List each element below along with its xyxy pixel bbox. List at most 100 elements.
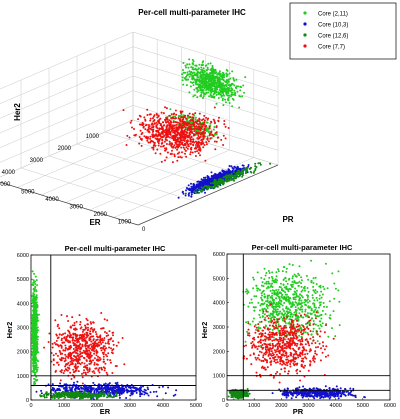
data-point [51,346,54,349]
ticks-3d: 0100020003000400050006000100020003000400… [0,134,146,233]
data-point [33,341,36,344]
data-point [210,90,213,93]
data-point [180,115,183,118]
data-point [165,139,168,142]
data-point [202,97,204,99]
data-point [68,391,71,394]
data-point [212,118,215,121]
data-point [57,354,59,357]
data-point [227,94,230,97]
data-point [200,66,203,69]
data-point [153,142,156,144]
data-point [194,118,197,121]
data-point [193,134,196,137]
data-point [208,134,211,137]
data-point [243,91,245,94]
data-point [227,127,230,129]
data-point [196,137,199,140]
data-point [185,133,188,136]
data-point [77,386,80,389]
data-point [222,104,225,107]
data-point [173,155,176,158]
data-point [34,323,37,326]
data-point [194,64,197,67]
data-point [170,142,173,145]
data-point [174,146,177,149]
data-point [69,325,72,328]
data-point [127,390,130,393]
data-point [202,71,205,74]
data-point [208,80,211,83]
y-tick-label: 0 [142,227,146,233]
data-point [67,329,70,332]
data-point [207,177,210,180]
data-point [31,338,33,341]
data-point [197,152,200,155]
data-point [227,92,230,95]
data-point [76,362,79,365]
data-point [102,395,105,398]
data-point [191,81,194,84]
data-point [73,328,75,331]
data-point [141,121,144,124]
data-point [64,357,67,360]
data-point [201,187,204,190]
data-point [235,177,237,180]
data-point [105,332,108,335]
data-point [152,144,155,147]
data-point [187,78,190,81]
data-point [165,107,168,110]
data-point [141,131,144,134]
data-point [237,175,240,178]
data-point [78,358,81,360]
data-point [180,156,183,159]
data-point [103,386,106,389]
data-point [35,301,38,304]
data-point [194,78,196,81]
data-point [34,297,37,300]
data-point [244,172,247,175]
legend-label: Core (7,7) [318,45,345,51]
data-point [63,383,66,386]
data-point [143,393,146,396]
data-point [168,126,171,129]
data-point [214,121,216,124]
data-point [59,344,62,347]
data-point [63,360,66,363]
data-point [192,138,195,141]
data-point [186,131,189,134]
data-point [65,387,68,390]
data-point [181,190,184,193]
grid-line [17,127,158,188]
data-point [77,370,80,373]
data-point [36,379,39,381]
data-point [194,140,197,143]
data-point [78,356,80,359]
data-point [85,317,88,320]
data-point [86,389,89,392]
data-point [202,81,205,84]
data-point [102,347,105,349]
data-point [139,391,142,394]
data-point [200,190,203,193]
data-point [86,329,89,331]
data-point [87,334,90,337]
data-point [171,125,174,128]
data-point [199,181,202,184]
data-point [225,81,228,84]
grid-line [89,149,230,211]
data-point [100,312,103,314]
data-point [104,331,106,333]
data-point [89,333,92,335]
xlabel-er-her2: ER [100,407,111,416]
data-point [197,68,199,71]
data-point [33,318,36,321]
data-point [155,124,158,127]
data-point [187,143,190,146]
data-point [188,58,191,61]
data-point [203,74,206,77]
data-point [205,188,208,191]
data-point [104,342,107,345]
data-point [184,149,187,152]
y-tick-label: 4000 [213,301,225,307]
